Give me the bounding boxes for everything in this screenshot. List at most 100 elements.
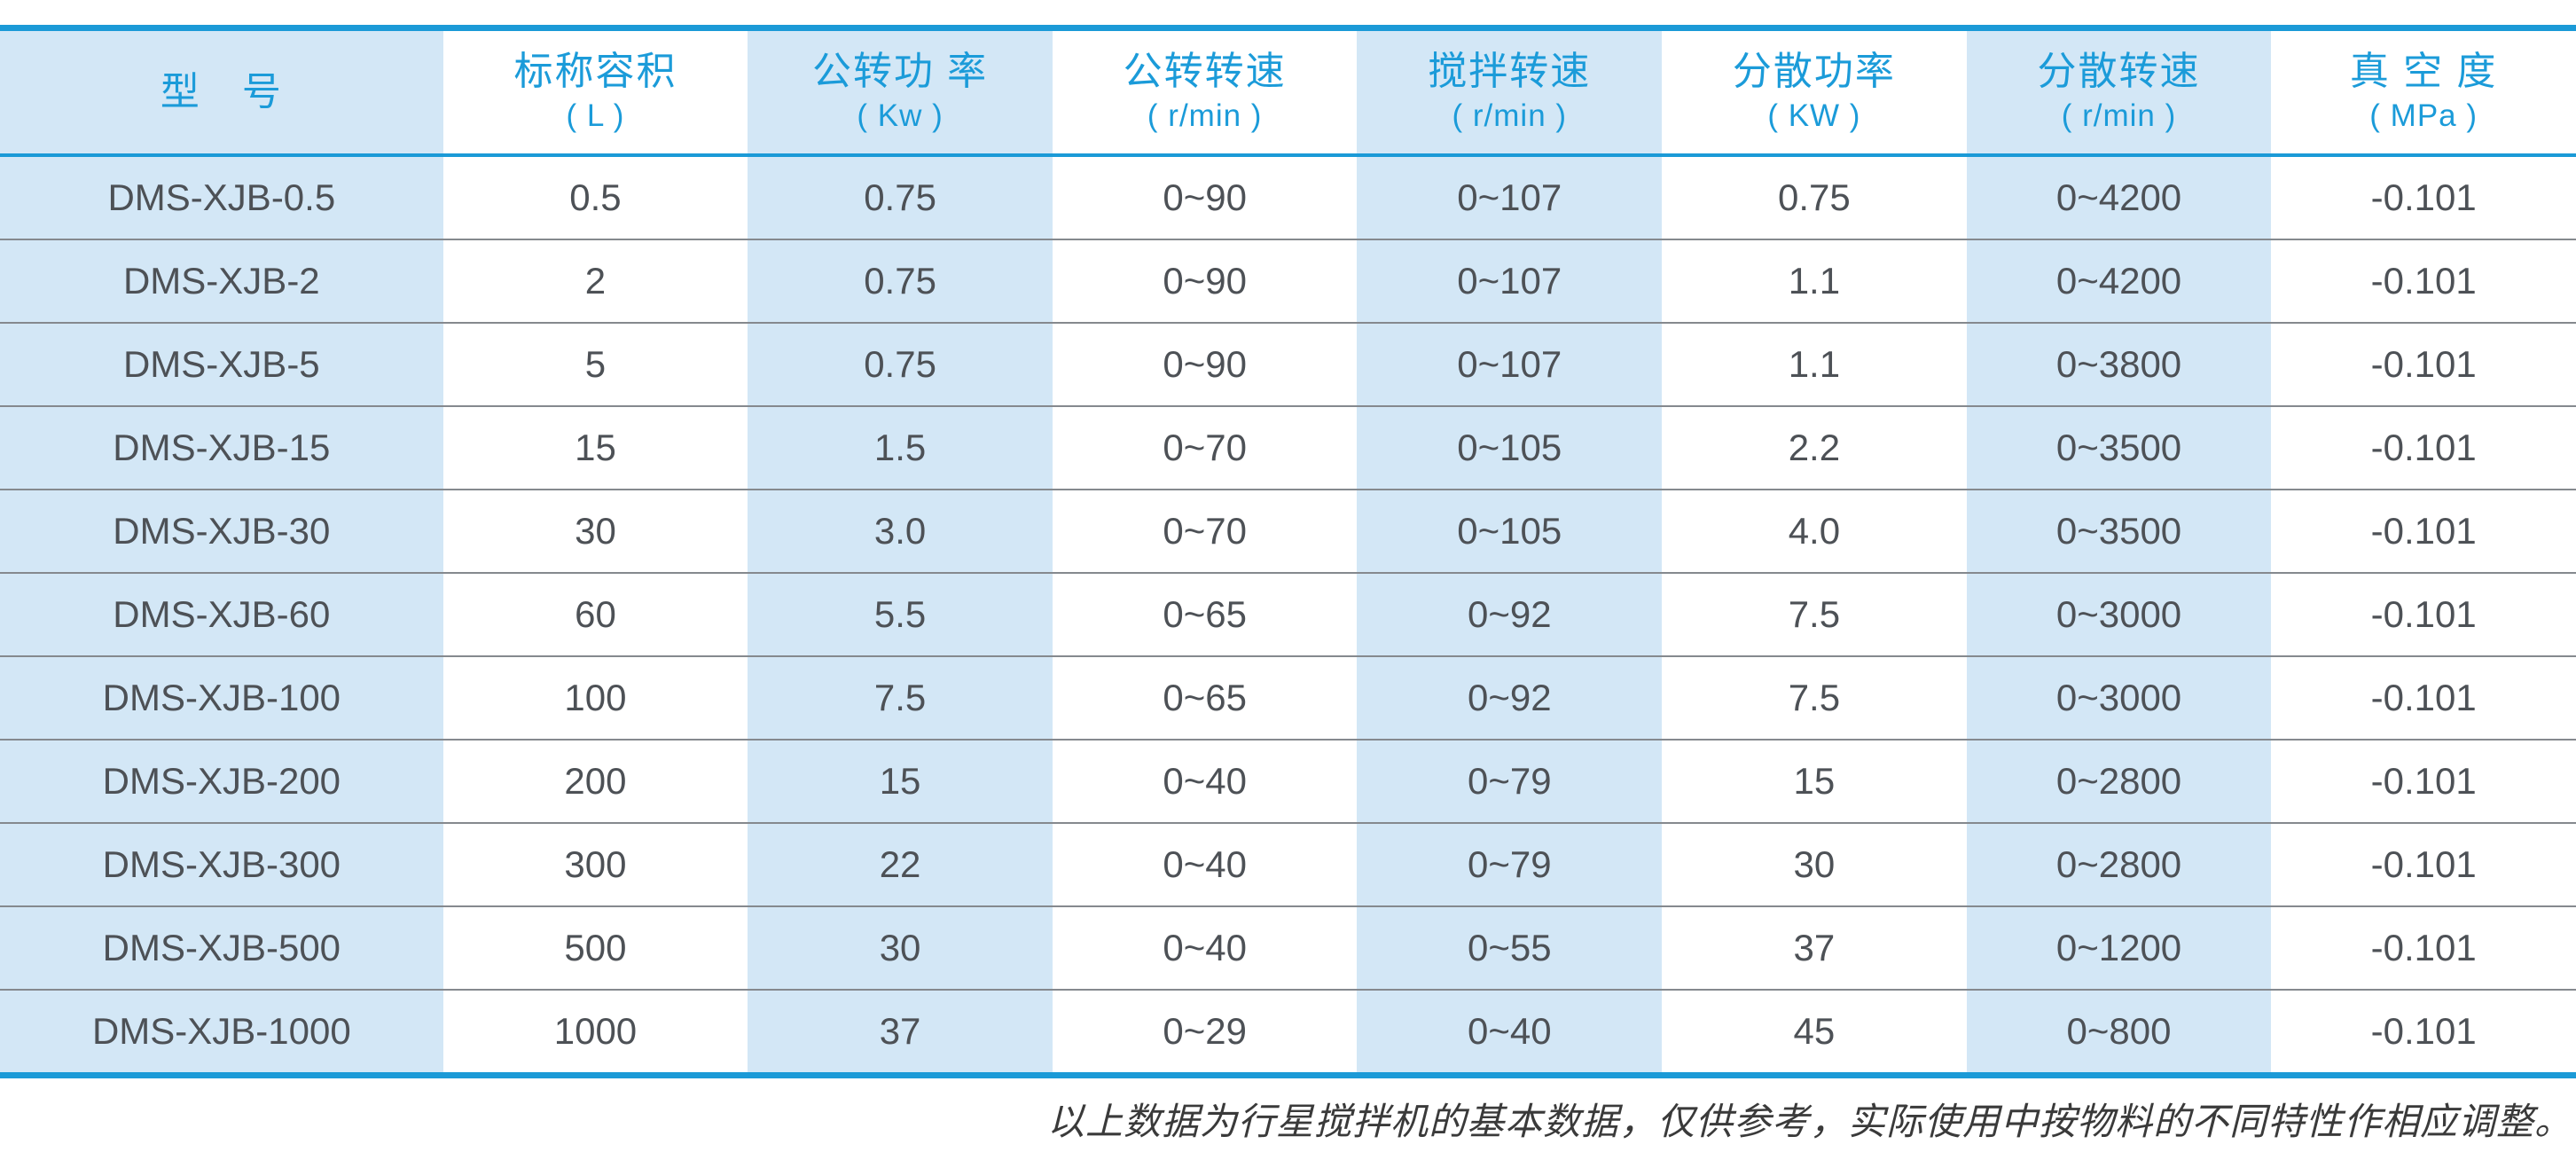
- value-cell: 0~4200: [1966, 239, 2272, 323]
- column-unit: ( KW ): [1767, 98, 1861, 133]
- value-cell: 100: [442, 655, 748, 740]
- value-cell: 4.0: [1662, 489, 1967, 573]
- value-cell: 1.1: [1662, 322, 1967, 406]
- value-cell: -0.101: [2271, 405, 2576, 490]
- table-row: DMS-XJB-30 30 3.0 0~70 0~105 4.0 0~3500 -0.101: [0, 489, 2576, 573]
- model-cell: DMS-XJB-100: [0, 655, 443, 740]
- value-cell: 0~800: [1966, 989, 2272, 1072]
- column-unit: ( Kw ): [857, 98, 943, 133]
- value-cell: -0.101: [2370, 176, 2477, 218]
- column-unit: ( r/min ): [1147, 98, 1263, 133]
- value-cell: 0~90: [1163, 176, 1247, 218]
- value-cell: 0~40: [1052, 739, 1358, 823]
- value-cell: 7.5: [1662, 655, 1967, 740]
- column-label: 搅拌转速: [1428, 50, 1592, 93]
- table-row: DMS-XJB-0.5 0.5 0.75 0~90 0~107 0.75 0~4200 -0.…: [0, 155, 2576, 239]
- model-cell: DMS-XJB-2: [0, 239, 443, 323]
- value-cell: -0.101: [2271, 739, 2576, 823]
- column-header-2: 标称容积 ( L ): [442, 31, 748, 157]
- value-cell: 7.5: [1662, 572, 1967, 656]
- column-label: 公转转速: [1123, 50, 1287, 93]
- column-label: 分散转速: [2037, 50, 2201, 93]
- value-cell: 200: [442, 739, 748, 823]
- column-header-1: 型 号: [0, 31, 443, 157]
- value-cell: 0~65: [1052, 655, 1358, 740]
- value-cell: 1.1: [1662, 239, 1967, 323]
- table-row: DMS-XJB-500 500 30 0~40 0~55 37 0~1200 -0.101: [0, 905, 2576, 990]
- column-label: 标称容积: [513, 50, 677, 93]
- table-row: DMS-XJB-5 5 0.75 0~90 0~107 1.1 0~3800 -0.101: [0, 322, 2576, 406]
- model-cell: DMS-XJB-30: [0, 489, 443, 573]
- spec-table-container: 型 号标称容积( L ) 公转功 率( Kw ) 公转转速( r/min ) 搅拌转速…: [0, 25, 2576, 1078]
- column-unit: ( r/min ): [2061, 98, 2177, 133]
- value-cell: 0.5: [569, 176, 622, 218]
- value-cell: 0~107: [1357, 155, 1663, 239]
- value-cell: 0~3000: [1966, 655, 2272, 740]
- value-cell: 0~40: [1052, 822, 1358, 906]
- value-cell: 15: [1662, 739, 1967, 823]
- model-cell: DMS-XJB-0.5: [0, 155, 443, 239]
- column-header-7: 分散转速 ( r/min ): [1966, 31, 2272, 157]
- value-cell: 5: [442, 322, 748, 406]
- column-label: 真 空 度: [2349, 50, 2498, 93]
- header-row: 型 号标称容积( L ) 公转功 率( Kw ) 公转转速( r/min ) 搅拌转速…: [0, 31, 2576, 157]
- spec-table: 型 号标称容积( L ) 公转功 率( Kw ) 公转转速( r/min ) 搅拌转速…: [0, 31, 2576, 1072]
- model-cell: DMS-XJB-500: [0, 905, 443, 990]
- value-cell: 60: [442, 572, 748, 656]
- value-cell: 37: [1662, 905, 1967, 990]
- value-cell: -0.101: [2271, 822, 2576, 906]
- model-cell: DMS-XJB-1000: [0, 989, 443, 1072]
- value-cell: 0~79: [1357, 822, 1663, 906]
- value-cell: 1.5: [748, 405, 1053, 490]
- value-cell: 15: [442, 405, 748, 490]
- value-cell: 0~40: [1357, 989, 1663, 1072]
- value-cell: -0.101: [2271, 489, 2576, 573]
- column-label: 公转功 率: [811, 50, 989, 93]
- model-cell: DMS-XJB-300: [0, 822, 443, 906]
- value-cell: 0.75: [748, 239, 1053, 323]
- model-cell: DMS-XJB-15: [0, 405, 443, 490]
- value-cell: 0~2800: [1966, 822, 2272, 906]
- value-cell: -0.101: [2271, 239, 2576, 323]
- value-cell: 0~4200: [1966, 155, 2272, 239]
- model-cell: DMS-XJB-60: [0, 572, 443, 656]
- value-cell: 0.75: [748, 155, 1053, 239]
- value-cell: 37: [748, 989, 1053, 1072]
- column-header-5: 搅拌转速 ( r/min ): [1357, 31, 1663, 157]
- value-cell: 30: [748, 905, 1053, 990]
- value-cell: 22: [748, 822, 1053, 906]
- column-unit: ( MPa ): [2369, 98, 2478, 133]
- value-cell: 5.5: [748, 572, 1053, 656]
- value-cell: 30: [442, 489, 748, 573]
- value-cell: 0~3500: [1966, 489, 2272, 573]
- value-cell: 0~3000: [1966, 572, 2272, 656]
- column-unit: ( r/min ): [1452, 98, 1568, 133]
- value-cell: 0~55: [1357, 905, 1663, 990]
- value-cell: 0~1200: [1966, 905, 2272, 990]
- model-cell: DMS-XJB-5: [0, 322, 443, 406]
- column-unit: ( L ): [566, 98, 625, 133]
- value-cell: -0.101: [2271, 322, 2576, 406]
- column-header-3: 公转功 率 ( Kw ): [748, 31, 1053, 157]
- value-cell: 0~90: [1052, 239, 1358, 323]
- value-cell: -0.101: [2271, 655, 2576, 740]
- value-cell: 0~2800: [1966, 739, 2272, 823]
- table-row: DMS-XJB-100 100 7.5 0~65 0~92 7.5 0~3000 -0.101: [0, 655, 2576, 740]
- footer-note: 以上数据为行星搅拌机的基本数据，仅供参考，实际使用中按物料的不同特性作相应调整。: [1046, 1102, 2572, 1143]
- table-row: DMS-XJB-2 2 0.75 0~90 0~107 1.1 0~4200 -0.101: [0, 239, 2576, 323]
- value-cell: 0~3500: [1966, 405, 2272, 490]
- value-cell: 0~107: [1357, 239, 1663, 323]
- value-cell: 0.75: [748, 322, 1053, 406]
- value-cell: 0.75: [1778, 176, 1851, 218]
- value-cell: 0~105: [1357, 489, 1663, 573]
- value-cell: 15: [748, 739, 1053, 823]
- column-header-4: 公转转速 ( r/min ): [1052, 31, 1358, 157]
- value-cell: 2: [442, 239, 748, 323]
- model-cell: DMS-XJB-200: [0, 739, 443, 823]
- table-row: DMS-XJB-1000 1000 37 0~29 0~40 45 0~800 -0.101: [0, 989, 2576, 1072]
- value-cell: 45: [1662, 989, 1967, 1072]
- table-row: DMS-XJB-300 300 22 0~40 0~79 30 0~2800 -0.101: [0, 822, 2576, 906]
- value-cell: 0~92: [1357, 655, 1663, 740]
- value-cell: 0~70: [1052, 489, 1358, 573]
